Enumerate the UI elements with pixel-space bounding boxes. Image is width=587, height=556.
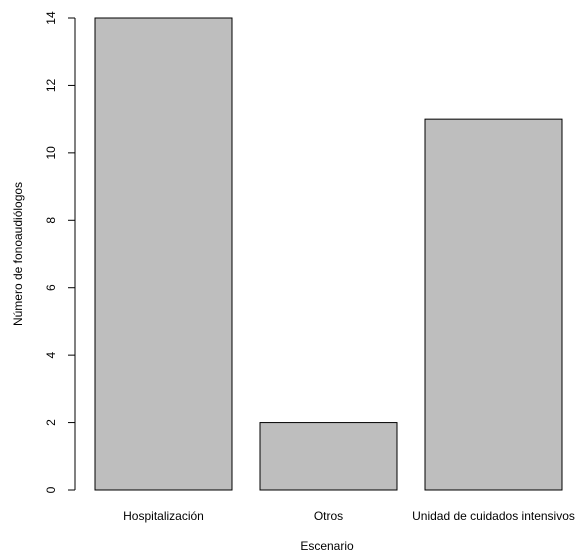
y-axis-label: Número de fonoaudiólogos — [11, 182, 25, 326]
x-tick-label-2: Unidad de cuidados intensivos — [412, 509, 575, 523]
y-tick-label-4: 8 — [44, 217, 58, 224]
bar-1 — [259, 422, 398, 491]
y-tick-label-0: 0 — [44, 486, 58, 493]
bars-group — [94, 17, 563, 491]
y-tick-label-5: 10 — [44, 146, 58, 160]
x-tick-label-0: Hospitalización — [123, 509, 204, 523]
bar-2 — [424, 118, 563, 491]
y-tick-label-2: 4 — [44, 351, 58, 358]
y-axis: 0 2 4 6 8 10 12 14 — [44, 11, 76, 493]
x-tick-label-1: Otros — [314, 509, 343, 523]
y-tick-label-6: 12 — [44, 78, 58, 92]
x-axis-label: Escenario — [300, 539, 354, 553]
y-tick-label-1: 2 — [44, 419, 58, 426]
y-tick-label-3: 6 — [44, 284, 58, 291]
x-tick-labels: Hospitalización Otros Unidad de cuidados i… — [123, 509, 575, 523]
bar-0 — [94, 17, 233, 491]
y-tick-label-7: 14 — [44, 11, 58, 25]
